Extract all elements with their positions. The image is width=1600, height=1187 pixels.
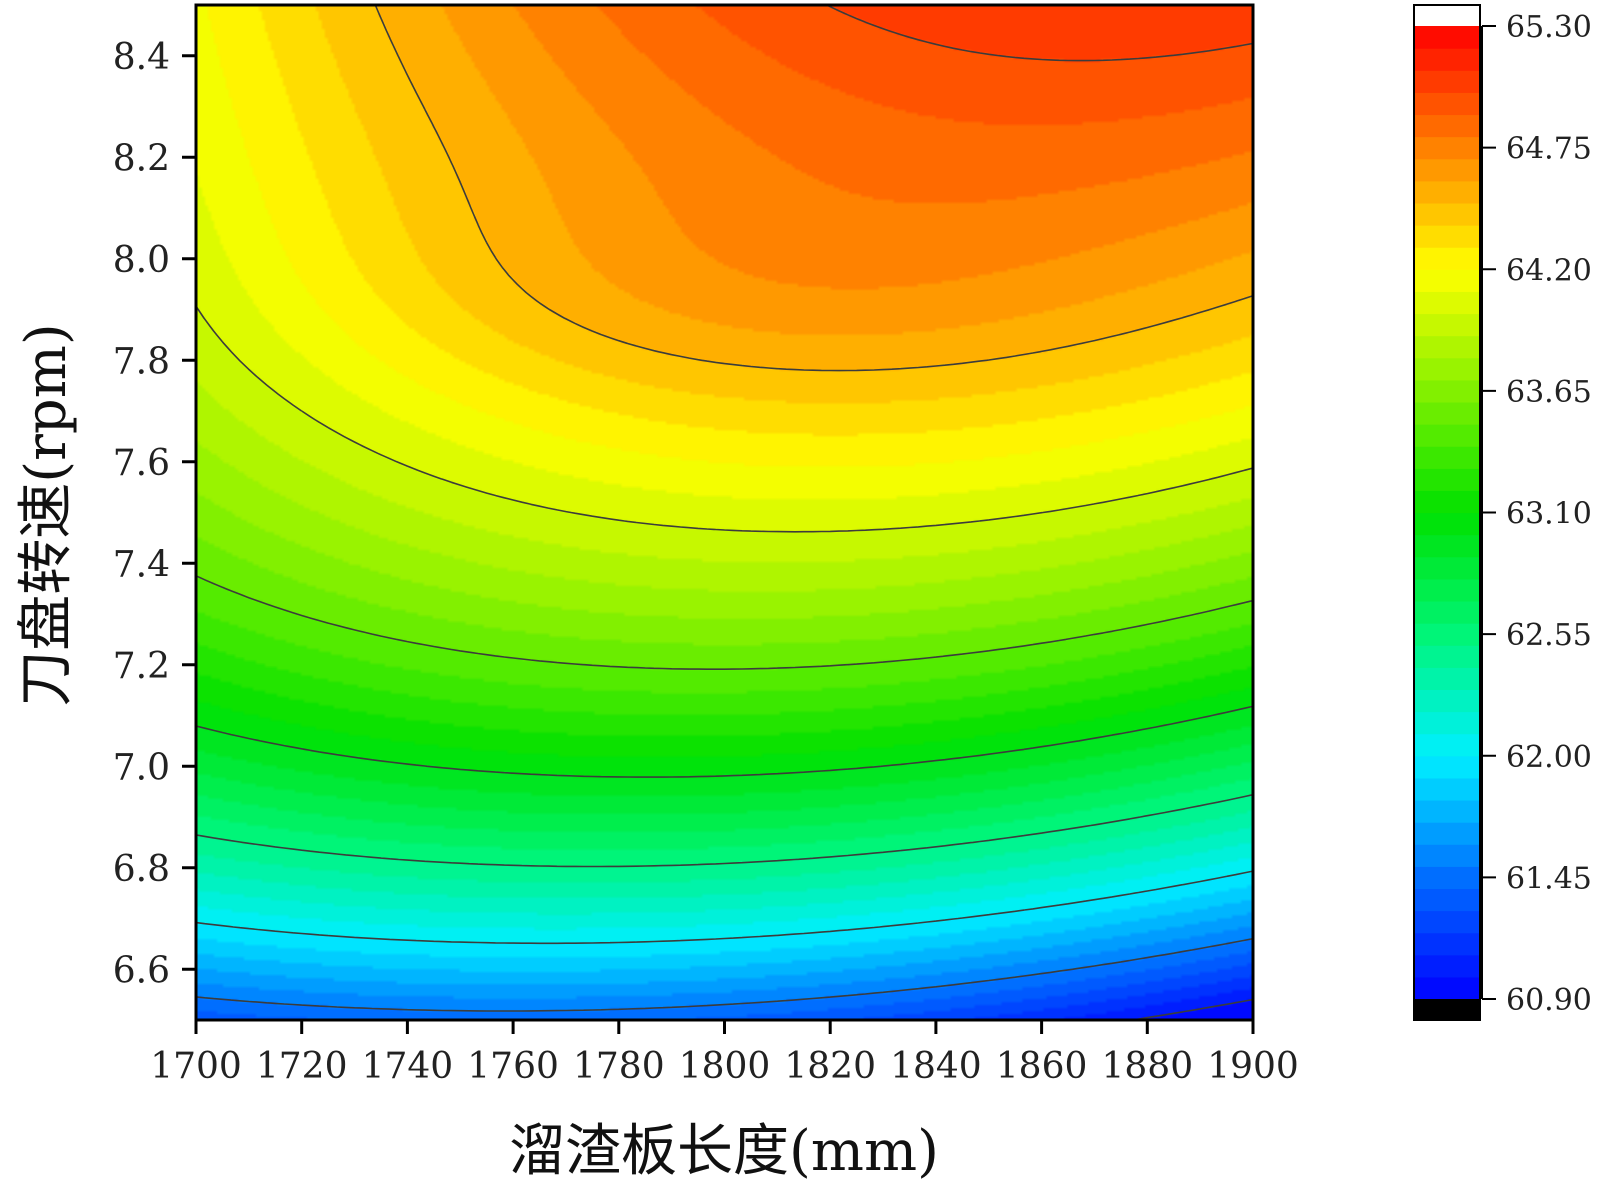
colorbar-band (1414, 446, 1480, 469)
colorbar-band (1414, 468, 1480, 491)
colorbar-band (1414, 291, 1480, 315)
colorbar-band (1414, 645, 1480, 668)
colorbar-tick-label: 60.90 (1506, 983, 1592, 1018)
x-axis-title: 溜渣板长度(mm) (509, 1119, 939, 1184)
y-tick-label: 6.8 (113, 849, 170, 890)
contour-line-64 (196, 305, 1253, 533)
colorbar-tick-label: 64.75 (1506, 132, 1592, 167)
colorbar-band (1414, 512, 1480, 536)
contour-line-62.5 (196, 793, 1253, 868)
colorbar-band (1414, 357, 1480, 381)
x-tick-label: 1780 (573, 1046, 665, 1087)
colorbar-band (1414, 667, 1480, 691)
contour-line-63.5 (196, 575, 1253, 670)
colorbar-band (1414, 534, 1480, 558)
contour-lines (196, 5, 1253, 1020)
x-axis: 1700 1720 1740 1760 1780 1800 1820 1840 1860 1880… (150, 1020, 1299, 1087)
colorbar-band (1414, 600, 1480, 624)
y-tick-label: 7.8 (113, 341, 170, 382)
contour-line-65 (826, 5, 1253, 62)
colorbar-band (1414, 225, 1480, 248)
colorbar-band (1414, 26, 1480, 49)
x-tick-label: 1720 (256, 1046, 348, 1087)
colorbar-band (1414, 379, 1480, 403)
y-axis-title: 刀盘转速(rpm) (14, 323, 79, 706)
contour-fill (196, 5, 1253, 1020)
colorbar-band (1414, 158, 1480, 182)
contour-line-63 (196, 705, 1253, 778)
contour-line-61.5 (196, 937, 1253, 1012)
colorbar-tick-label: 61.45 (1506, 861, 1592, 896)
colorbar-band (1414, 689, 1480, 713)
colorbar-band (1414, 932, 1480, 956)
colorbar-band (1414, 822, 1480, 845)
colorbar-tick-label: 64.20 (1506, 253, 1592, 288)
y-tick-label: 6.6 (113, 950, 170, 991)
colorbar-over-cap (1414, 5, 1480, 26)
y-tick-label: 7.6 (113, 443, 170, 484)
colorbar-under-cap (1414, 999, 1480, 1020)
colorbar-band (1414, 202, 1480, 226)
colorbar-tick-label: 62.55 (1506, 618, 1592, 653)
colorbar-band (1414, 335, 1480, 359)
colorbar-band (1414, 777, 1480, 801)
colorbar-band (1414, 247, 1480, 270)
x-tick-label: 1740 (362, 1046, 454, 1087)
colorbar-band (1414, 70, 1480, 93)
colorbar-band (1414, 578, 1480, 602)
colorbar-band (1414, 976, 1480, 1000)
colorbar-band (1414, 733, 1480, 757)
x-tick-label: 1880 (1101, 1046, 1193, 1087)
colorbar-band (1414, 910, 1480, 934)
y-tick-label: 7.2 (113, 646, 170, 687)
colorbar-band (1414, 136, 1480, 160)
y-tick-label: 8.4 (113, 37, 170, 78)
y-tick-label: 7.4 (113, 544, 170, 585)
x-tick-label: 1900 (1207, 1046, 1299, 1087)
colorbar: 60.90 61.45 62.00 62.55 63.10 63.65 64.20 64.75… (1413, 4, 1592, 1021)
colorbar-band (1414, 48, 1480, 71)
x-tick-label: 1700 (150, 1046, 242, 1087)
colorbar-band (1414, 799, 1480, 823)
colorbar-band (1414, 180, 1480, 204)
colorbar-band (1414, 401, 1480, 425)
colorbar-band (1414, 313, 1480, 337)
x-tick-label: 1760 (467, 1046, 559, 1087)
colorbar-band (1414, 114, 1480, 138)
contour-line-64.5 (374, 5, 1253, 372)
colorbar-band (1414, 269, 1480, 292)
colorbar-band (1414, 954, 1480, 978)
colorbar-band (1414, 556, 1480, 580)
y-axis: 6.6 6.8 7.0 7.2 7.4 7.6 7.8 8.0 8.2 8.4 (113, 37, 196, 991)
colorbar-tick-label: 63.10 (1506, 497, 1592, 532)
colorbar-band (1414, 623, 1480, 646)
colorbar-band (1414, 92, 1480, 116)
colorbar-band (1414, 888, 1480, 912)
colorbar-frame (1413, 4, 1481, 1021)
y-tick-label: 8.2 (113, 138, 170, 179)
plot-area (196, 5, 1253, 1020)
colorbar-band (1414, 424, 1480, 447)
contour-line-62 (196, 870, 1253, 945)
y-tick-label: 7.0 (113, 747, 170, 788)
colorbar-band (1414, 711, 1480, 735)
x-tick-label: 1840 (890, 1046, 982, 1087)
x-tick-label: 1820 (784, 1046, 876, 1087)
colorbar-tick-label: 62.00 (1506, 740, 1592, 775)
x-tick-label: 1800 (679, 1046, 771, 1087)
colorbar-band (1414, 490, 1480, 514)
colorbar-band (1414, 866, 1480, 890)
colorbar-band (1414, 755, 1480, 779)
colorbar-tick-label: 63.65 (1506, 375, 1592, 410)
y-tick-label: 8.0 (113, 240, 170, 281)
x-tick-label: 1860 (996, 1046, 1088, 1087)
colorbar-band (1414, 844, 1480, 867)
colorbar-tick-label: 65.30 (1506, 10, 1592, 45)
